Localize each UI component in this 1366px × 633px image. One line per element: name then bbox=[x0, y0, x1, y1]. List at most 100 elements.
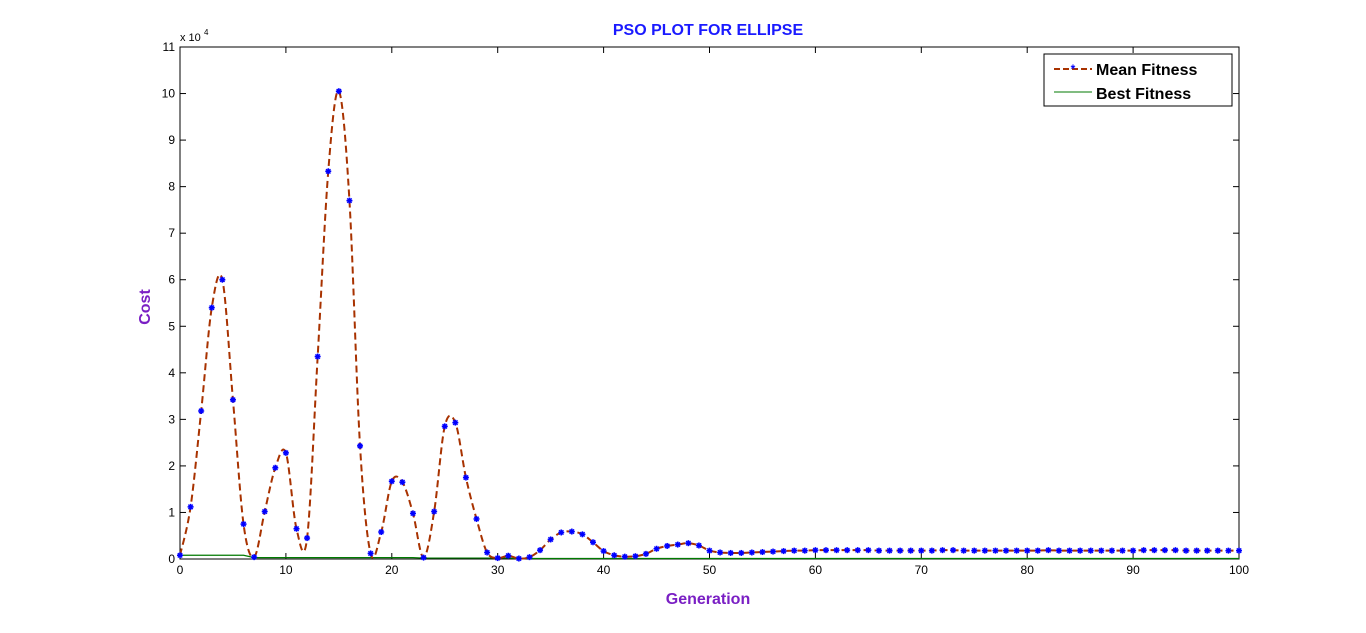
x-tick-label: 70 bbox=[915, 563, 929, 577]
mean-fitness-point bbox=[653, 545, 660, 552]
legend-mean-label: Mean Fitness bbox=[1096, 62, 1197, 79]
x-tick-label: 60 bbox=[809, 563, 823, 577]
mean-fitness-point bbox=[1003, 547, 1010, 554]
mean-fitness-point bbox=[1204, 547, 1211, 554]
mean-fitness-point bbox=[515, 555, 522, 562]
x-tick-label: 0 bbox=[177, 563, 184, 577]
mean-fitness-point bbox=[558, 529, 565, 536]
mean-fitness-point bbox=[547, 536, 554, 543]
y-tick-label: 7 bbox=[168, 226, 175, 240]
mean-fitness-point bbox=[801, 547, 808, 554]
y-tick-label: 11 bbox=[163, 40, 176, 54]
mean-fitness-point bbox=[1045, 547, 1052, 554]
mean-fitness-point bbox=[293, 525, 300, 532]
mean-fitness-point bbox=[706, 547, 713, 554]
series-best-fitness-line bbox=[180, 554, 1239, 560]
mean-fitness-point bbox=[1140, 547, 1147, 554]
mean-fitness-point bbox=[695, 542, 702, 549]
y-tick-label: 5 bbox=[168, 319, 175, 333]
mean-fitness-point bbox=[897, 547, 904, 554]
x-tick-label: 80 bbox=[1021, 563, 1035, 577]
mean-fitness-point bbox=[907, 547, 914, 554]
axis-ticks: 0 10 20 30 40 50 60 70 80 90 100 0 1 2 3 4 5 6 7 8 9 10 11 bbox=[162, 40, 1250, 577]
mean-fitness-point bbox=[611, 552, 618, 559]
x-tick-label: 100 bbox=[1229, 563, 1249, 577]
legend: * Mean Fitness Best Fitness bbox=[1043, 53, 1233, 107]
mean-fitness-point bbox=[780, 548, 787, 555]
mean-fitness-point bbox=[187, 503, 194, 510]
series-layer bbox=[177, 88, 1242, 562]
x-tick-label: 50 bbox=[703, 563, 717, 577]
mean-fitness-point bbox=[346, 197, 353, 204]
mean-fitness-point bbox=[727, 549, 734, 556]
mean-fitness-point bbox=[981, 547, 988, 554]
x-tick-label: 90 bbox=[1126, 563, 1140, 577]
mean-fitness-point bbox=[526, 554, 533, 561]
mean-fitness-point bbox=[261, 508, 268, 515]
mean-fitness-point bbox=[219, 276, 226, 283]
mean-fitness-point bbox=[452, 419, 459, 426]
mean-fitness-point bbox=[1225, 547, 1232, 554]
mean-fitness-point bbox=[1055, 547, 1062, 554]
mean-fitness-point bbox=[1066, 547, 1073, 554]
mean-fitness-point bbox=[462, 474, 469, 481]
y-tick-label: 8 bbox=[168, 180, 175, 194]
mean-fitness-point bbox=[441, 423, 448, 430]
chart-title: PSO PLOT FOR ELLIPSE bbox=[613, 22, 804, 39]
mean-fitness-point bbox=[600, 548, 607, 555]
y-tick-label: 6 bbox=[168, 273, 175, 287]
mean-fitness-point bbox=[579, 531, 586, 538]
mean-fitness-point bbox=[388, 478, 395, 485]
mean-fitness-point bbox=[1087, 547, 1094, 554]
y-tick-label: 9 bbox=[168, 133, 175, 147]
mean-fitness-point bbox=[177, 552, 183, 559]
mean-fitness-point bbox=[494, 555, 501, 562]
mean-fitness-point bbox=[844, 547, 851, 554]
mean-fitness-point bbox=[1108, 547, 1115, 554]
y-axis-label: Cost bbox=[137, 289, 154, 325]
mean-fitness-point bbox=[1013, 547, 1020, 554]
legend-best-label: Best Fitness bbox=[1096, 86, 1191, 103]
mean-fitness-point bbox=[971, 547, 978, 554]
mean-fitness-point bbox=[537, 547, 544, 554]
mean-fitness-point bbox=[738, 549, 745, 556]
mean-fitness-point bbox=[325, 168, 332, 175]
mean-fitness-point bbox=[1161, 547, 1168, 554]
mean-fitness-point bbox=[240, 521, 247, 528]
mean-fitness-point bbox=[1130, 547, 1137, 554]
mean-fitness-point bbox=[1077, 547, 1084, 554]
mean-fitness-point bbox=[431, 508, 438, 515]
mean-fitness-point bbox=[791, 547, 798, 554]
mean-fitness-point bbox=[759, 549, 766, 556]
mean-fitness-point bbox=[335, 88, 342, 95]
y-tick-label: 3 bbox=[168, 412, 175, 426]
mean-fitness-point bbox=[1119, 547, 1126, 554]
legend-box bbox=[1043, 53, 1233, 107]
mean-fitness-point bbox=[854, 547, 861, 554]
mean-fitness-point bbox=[568, 528, 575, 535]
mean-fitness-point bbox=[473, 515, 480, 522]
mean-fitness-point bbox=[1193, 547, 1200, 554]
mean-fitness-point bbox=[409, 510, 416, 517]
mean-fitness-point bbox=[674, 541, 681, 548]
mean-fitness-point bbox=[1034, 547, 1041, 554]
x-tick-label: 10 bbox=[279, 563, 293, 577]
y-tick-label: 2 bbox=[168, 459, 175, 473]
series-mean-fitness-line bbox=[179, 90, 1239, 560]
y-tick-label: 10 bbox=[162, 87, 176, 101]
mean-fitness-point bbox=[928, 547, 935, 554]
mean-fitness-point bbox=[939, 547, 946, 554]
mean-fitness-point bbox=[685, 540, 692, 547]
x-axis-label: Generation bbox=[666, 591, 750, 608]
y-exponent-label: x 10 4 bbox=[180, 28, 209, 44]
y-tick-label: 0 bbox=[168, 552, 175, 566]
x-tick-label: 40 bbox=[597, 563, 611, 577]
mean-fitness-point bbox=[822, 547, 829, 554]
mean-fitness-point bbox=[1183, 547, 1190, 554]
mean-fitness-point bbox=[208, 304, 215, 311]
mean-fitness-point bbox=[1172, 547, 1179, 554]
mean-fitness-point bbox=[198, 407, 205, 414]
mean-fitness-point bbox=[770, 548, 777, 555]
mean-fitness-point bbox=[875, 547, 882, 554]
